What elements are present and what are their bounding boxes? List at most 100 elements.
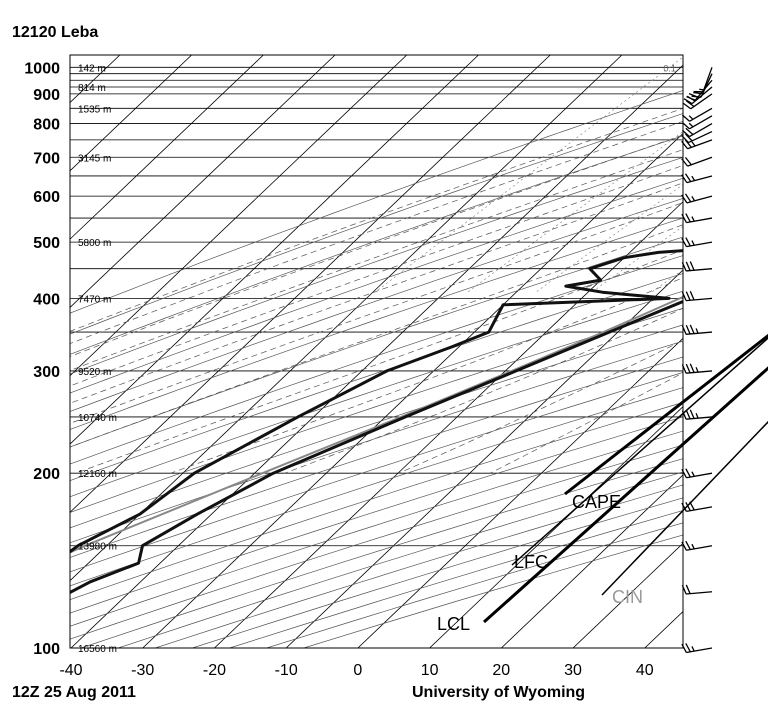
moist-adiabat xyxy=(70,224,683,448)
wind-barb xyxy=(681,193,713,204)
dry-adiabat xyxy=(70,156,683,375)
dry-adiabat xyxy=(70,177,683,394)
temperature-tick-label: 0 xyxy=(353,662,362,679)
moist-adiabat xyxy=(70,182,683,404)
wind-barb xyxy=(681,324,713,335)
lfc-leader xyxy=(511,337,768,566)
cin-label: CIN xyxy=(612,587,643,607)
plot-frame xyxy=(69,54,684,649)
temperature-tick-label: -40 xyxy=(59,662,82,679)
height-label: 7470 m xyxy=(78,294,111,305)
isotherm xyxy=(70,55,336,308)
isotherm xyxy=(501,474,683,648)
isotherm xyxy=(70,55,192,172)
dry-adiabat xyxy=(70,372,683,573)
isotherm xyxy=(429,406,683,648)
station-title: 12120 Leba xyxy=(12,24,98,41)
lcl-label: LCL xyxy=(437,614,470,634)
lcl-leader xyxy=(483,366,768,624)
pressure-label: 500 xyxy=(33,235,60,252)
isotherm xyxy=(70,55,264,240)
moist-adiabat xyxy=(284,307,683,474)
isotherm xyxy=(70,64,683,648)
dry-adiabat xyxy=(70,307,683,513)
data-source: University of Wyoming xyxy=(412,684,585,701)
pressure-label: 1000 xyxy=(24,60,60,77)
height-label: 5800 m xyxy=(78,238,111,249)
cape-label: CAPE xyxy=(572,492,621,512)
height-label: 16560 m xyxy=(78,644,117,655)
wind-barb xyxy=(681,173,713,184)
isotherm xyxy=(357,337,683,648)
moist-adiabat xyxy=(70,134,683,357)
isotherm xyxy=(70,55,551,513)
dry-adiabat xyxy=(70,273,683,481)
isotherm xyxy=(70,55,121,104)
pressure-label: 700 xyxy=(33,150,60,167)
wind-barb xyxy=(681,584,713,595)
wind-barb xyxy=(681,107,713,122)
dry-adiabat xyxy=(70,416,683,614)
dry-adiabat xyxy=(70,402,683,600)
wind-barb xyxy=(681,363,713,374)
wind-barb xyxy=(683,86,713,105)
height-label: 12160 m xyxy=(78,469,117,480)
height-label: 1535 m xyxy=(78,104,111,115)
temperature-tick-label: -20 xyxy=(203,662,226,679)
moist-adiabat xyxy=(70,165,683,387)
moist-adiabat xyxy=(170,277,683,474)
annotations: CAPE LFC CIN LCL xyxy=(437,333,768,634)
wind-barb xyxy=(681,643,713,654)
mixing-ratio-label: 0.1 xyxy=(663,63,676,73)
temperature-tick-label: -30 xyxy=(131,662,154,679)
isotherm xyxy=(214,201,683,648)
isotherm xyxy=(70,55,408,377)
wind-barb xyxy=(681,290,713,302)
pressure-label: 900 xyxy=(33,87,60,104)
wind-barb xyxy=(681,213,713,224)
pressure-label: 200 xyxy=(33,466,60,483)
dry-adiabat xyxy=(70,255,683,465)
grid-lines: 0.112471016213240g/kg xyxy=(0,55,768,648)
isotherm xyxy=(572,542,683,648)
height-label: 13980 m xyxy=(78,542,117,553)
wind-barb xyxy=(681,115,713,130)
wind-barb xyxy=(681,156,713,167)
dry-adiabat xyxy=(70,198,683,412)
wind-barb xyxy=(681,540,713,551)
dry-adiabat xyxy=(70,387,683,587)
dry-adiabat xyxy=(155,484,683,648)
moist-adiabat xyxy=(75,249,683,474)
wind-barbs xyxy=(681,67,713,654)
mixing-ratio-line xyxy=(467,131,683,293)
height-label: 10740 m xyxy=(78,413,117,424)
isotherm xyxy=(142,132,683,648)
pressure-label: 600 xyxy=(33,189,60,206)
dry-adiabat xyxy=(70,444,683,640)
isotherm xyxy=(0,55,48,648)
dewpoint-trace xyxy=(70,249,683,554)
height-label: 142 m xyxy=(78,63,106,74)
mixing-ratio-line xyxy=(703,55,768,292)
cin-leader xyxy=(601,420,768,596)
temperature-tick-label: 10 xyxy=(421,662,439,679)
height-label: 9520 m xyxy=(78,367,111,378)
pressure-label: 400 xyxy=(33,291,60,308)
mixing-ratio-line xyxy=(651,269,683,293)
wind-barb xyxy=(681,139,713,150)
cape-leader xyxy=(564,333,768,496)
pressure-label: 100 xyxy=(33,641,60,658)
wind-barb xyxy=(681,409,713,420)
temperature-tick-label: 30 xyxy=(564,662,582,679)
isotherm xyxy=(70,55,479,445)
sounding-time: 12Z 25 Aug 2011 xyxy=(12,684,136,701)
dry-adiabat xyxy=(70,113,683,335)
moist-adiabat xyxy=(70,202,683,424)
mixing-ratio-line xyxy=(375,56,683,293)
wind-barb xyxy=(681,123,713,138)
height-label: 3145 m xyxy=(78,153,111,164)
temperature-trace xyxy=(70,299,683,595)
wind-barb xyxy=(681,468,713,479)
dry-adiabat xyxy=(70,90,683,314)
